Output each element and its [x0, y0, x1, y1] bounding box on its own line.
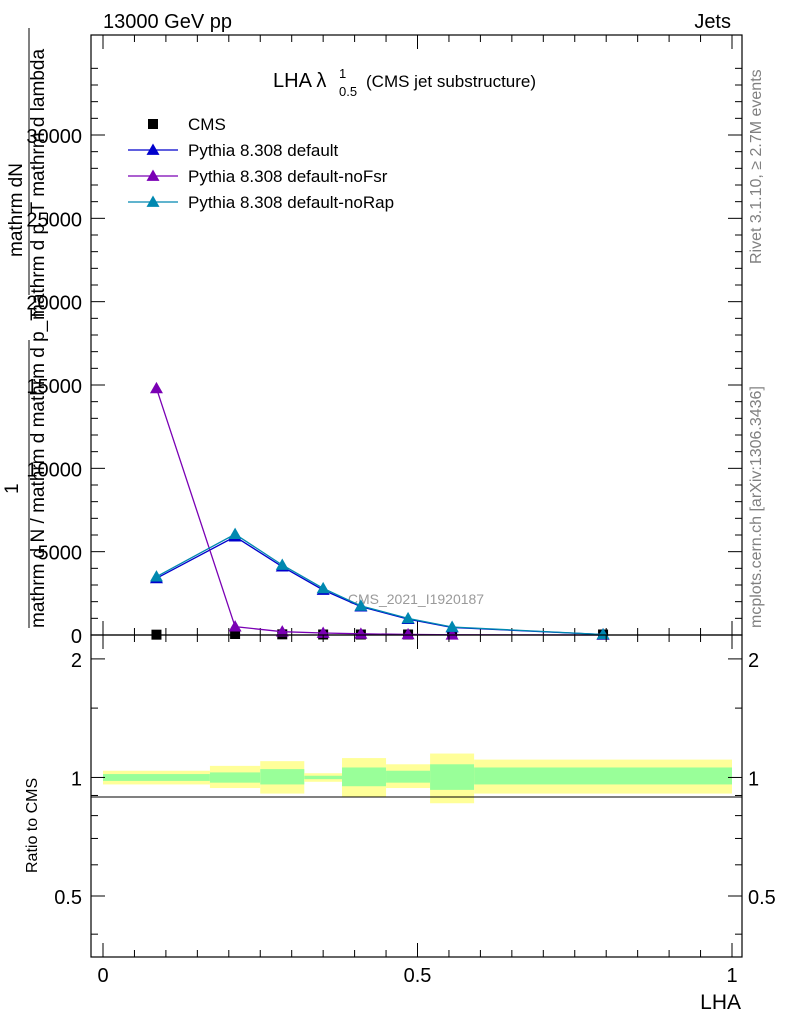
series-1 — [149, 530, 610, 640]
ratio-stat-band — [474, 767, 732, 785]
ratio-y-label: Ratio to CMS — [24, 778, 41, 873]
x-axis-label: LHA — [700, 991, 741, 1014]
series-point — [401, 627, 415, 640]
energy-label: 13000 GeV pp — [103, 11, 232, 33]
series-point — [275, 558, 289, 570]
plot-title-sub: 0.5 — [339, 84, 357, 99]
x-tick-label: 1 — [726, 965, 737, 987]
legend-marker — [148, 119, 158, 129]
main-y-tick-label: 5000 — [38, 543, 83, 565]
ratio-stat-band — [260, 769, 305, 785]
ratio-stat-band — [209, 772, 261, 783]
series-point — [149, 381, 163, 394]
legend-label: Pythia 8.308 default — [188, 141, 339, 160]
ratio-panel: 0.5 0.51 12 2 0 0.5 1 Ratio to CMS LHA — [24, 634, 776, 1014]
legend-label: Pythia 8.308 default-noFsr — [188, 167, 388, 186]
series-point — [228, 527, 242, 540]
ratio-frame — [90, 634, 743, 958]
series-line — [156, 535, 604, 636]
y-label-denominator-bottom: mathrm d N / mathrm d mathrm d p_T — [28, 309, 49, 628]
x-tick-label: 0 — [97, 965, 108, 987]
series-point — [401, 611, 415, 624]
legend-label: Pythia 8.308 default-noRap — [188, 193, 394, 212]
ratio-stat-band — [103, 774, 210, 781]
ratio-y-tick-label-right: 0.5 — [748, 887, 776, 909]
ratio-stat-band — [304, 775, 343, 780]
ratio-y-tick-label: 1 — [71, 768, 82, 790]
ratio-y-tick-label-right: 2 — [748, 650, 759, 672]
main-y-tick-label: 25000 — [26, 209, 82, 231]
analysis-watermark: CMS_2021_I1920187 — [348, 591, 484, 607]
y-label-prefactor: 1 — [2, 483, 23, 494]
ratio-stat-band — [386, 770, 431, 783]
main-y-tick-label: 0 — [71, 626, 82, 648]
ratio-stat-band — [430, 764, 475, 790]
main-y-tick-label: 15000 — [26, 376, 82, 398]
ratio-y-tick-label: 2 — [71, 650, 82, 672]
plot-title-main: LHA λ — [273, 70, 326, 92]
series-point — [354, 599, 368, 611]
series-point — [149, 570, 163, 582]
main-y-axis: 0 5000 10000 15000 20000 25000 30000 — [26, 67, 742, 648]
ratio-y-tick-label: 0.5 — [54, 887, 82, 909]
main-x-ticks — [102, 35, 733, 635]
mcplots-label: mcplots.cern.ch [arXiv:1306.3436] — [748, 386, 765, 628]
main-y-tick-label: 10000 — [26, 459, 82, 481]
legend-marker — [146, 169, 160, 181]
ratio-bands — [103, 753, 732, 804]
legend: CMS Pythia 8.308 default Pythia 8.308 defa… — [128, 115, 394, 212]
ratio-stat-band — [342, 767, 387, 787]
series-point — [228, 620, 242, 632]
legend-marker — [146, 195, 160, 207]
plot-title: LHA λ — [273, 70, 326, 92]
y-label-denominator-top: mathrm d p_T mathrm d lambda — [28, 49, 49, 320]
legend-marker — [146, 143, 160, 155]
series-point — [316, 581, 330, 594]
ratio-x-axis: 0 0.5 1 — [97, 635, 738, 987]
series-3 — [149, 527, 610, 640]
process-label: Jets — [694, 11, 731, 33]
data-point — [230, 629, 241, 639]
ratio-y-tick-label-right: 1 — [748, 768, 759, 790]
plot-title-sup: 1 — [339, 66, 346, 81]
main-panel: 0 5000 10000 15000 20000 25000 30000 LHA λ 1 0… — [2, 28, 743, 648]
series-point — [354, 627, 368, 639]
series-line — [156, 533, 604, 636]
series-point — [275, 625, 289, 637]
main-y-tick-label: 20000 — [26, 293, 82, 315]
main-y-tick-label: 30000 — [26, 126, 82, 148]
legend-label: CMS — [188, 115, 226, 134]
series-point — [445, 620, 459, 632]
plot-title-note: (CMS jet substructure) — [366, 72, 536, 91]
x-tick-label: 0.5 — [404, 965, 432, 987]
rivet-label: Rivet 3.1.10, ≥ 2.7M events — [748, 69, 765, 264]
ratio-y-axis: 0.5 0.5 1 1 2 2 — [54, 650, 776, 935]
y-label-numerator: mathrm dN — [6, 163, 27, 257]
